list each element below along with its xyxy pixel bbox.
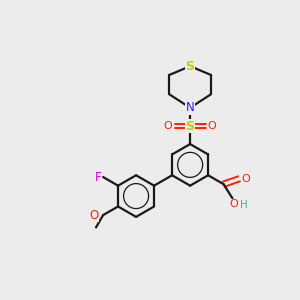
Text: O: O [164,121,172,131]
Text: F: F [94,170,101,184]
Text: S: S [186,120,195,133]
Text: O: O [241,174,250,184]
Text: O: O [90,208,99,222]
Text: S: S [186,60,195,73]
Text: N: N [186,101,194,114]
Text: O: O [230,200,238,209]
Text: H: H [240,200,248,210]
Text: O: O [208,121,217,131]
